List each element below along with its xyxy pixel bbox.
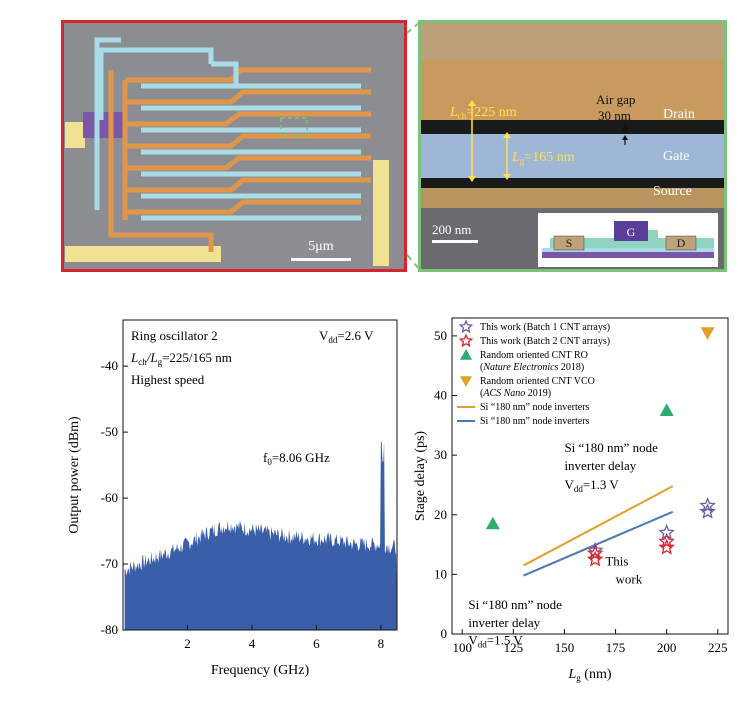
spectrum-axis-ticks: 2 4 6 8 -40 -50 -60 -70 -80	[101, 358, 384, 651]
y-tick-label: -60	[101, 490, 118, 505]
data-point-series-1	[586, 544, 604, 561]
stage-delay-chart: 100 125 150 175 200 225 0 10 20 30 40 50 This work …	[408, 312, 738, 690]
data-point-series-0	[658, 523, 675, 540]
legend-marker-0	[458, 319, 474, 334]
inset-source-label: S	[566, 236, 573, 250]
x-tick-label: 150	[555, 640, 575, 655]
x-tick-label: 6	[313, 636, 320, 651]
legend-label-0: This work (Batch 1 CNT arrays)	[480, 322, 610, 333]
si-line-1	[523, 510, 674, 577]
data-point-series-0	[699, 497, 716, 513]
annotation-peak-frequency: f0=8.06 GHz	[263, 450, 330, 467]
drain-label: Drain	[663, 107, 695, 122]
x-tick-label: 2	[184, 636, 191, 651]
annotation-lower-si-1: Si “180 nm” node	[468, 597, 562, 612]
delay-legend: This work (Batch 1 CNT arrays) This work …	[457, 319, 610, 427]
lg-label: Lg=165 nm	[511, 150, 575, 166]
y-tick-label: 20	[434, 507, 447, 522]
sem-image: 5μm	[61, 20, 407, 272]
spectrum-y-axis-label: Output power (dBm)	[67, 416, 82, 534]
source-label: Source	[653, 184, 692, 199]
legend-label-1: This work (Batch 2 CNT arrays)	[480, 336, 610, 347]
y-tick-label: 10	[434, 566, 447, 581]
legend-label-2: Random oriented CNT RO	[480, 350, 588, 361]
si-line-0	[523, 485, 674, 567]
stage-delay-chart-svg: 100 125 150 175 200 225 0 10 20 30 40 50 This work …	[413, 317, 729, 683]
x-tick-label: 8	[378, 636, 385, 651]
y-tick-label: -50	[101, 424, 118, 439]
annotation-lower-si-2: inverter delay	[468, 615, 540, 630]
spectrum-x-axis-label: Frequency (GHz)	[211, 663, 310, 678]
delay-data-points	[485, 327, 716, 567]
legend-sublabel-2: (Nature Electronics 2018)	[480, 362, 584, 373]
delay-y-axis-label: Stage delay (ps)	[413, 431, 428, 522]
x-tick-label: 125	[504, 640, 523, 655]
sem-frame	[61, 20, 407, 272]
spectrum-chart-svg: 2 4 6 8 -40 -50 -60 -70 -80 Frequency (GHz) Outp…	[67, 319, 398, 678]
spectrum-plot-frame	[122, 319, 398, 631]
legend-label-5: Si “180 nm” node inverters	[480, 416, 590, 427]
annotation-ring-oscillator: Ring oscillator 2	[131, 328, 218, 343]
x-tick-label: 4	[249, 636, 256, 651]
tem-frame	[418, 20, 727, 272]
annotation-upper-si-2: inverter delay	[564, 458, 636, 473]
annotation-this-work-1: This	[605, 553, 628, 568]
x-tick-label: 200	[657, 640, 677, 655]
x-tick-label: 175	[606, 640, 626, 655]
data-point-series-2	[485, 516, 500, 530]
annotation-upper-vdd: Vdd=1.3 V	[564, 477, 619, 494]
tem-image-panel: Lch=225 nm Lg=165 nm Air gap 30 nm Drain…	[418, 20, 727, 272]
device-structure-inset: S G D	[538, 213, 718, 267]
si-reference-lines	[523, 485, 674, 577]
air-gap-label-2: 30 nm	[598, 108, 631, 123]
annotation-highest-speed: Highest speed	[131, 372, 205, 387]
annotation-upper-si-1: Si “180 nm” node	[564, 440, 658, 455]
data-point-series-2	[659, 403, 674, 417]
delay-x-axis-label: Lg (nm)	[567, 667, 611, 683]
y-tick-label: -70	[101, 556, 118, 571]
air-gap-label-1: Air gap	[596, 92, 635, 107]
lch-label: Lch=225 nm	[449, 105, 517, 121]
legend-marker-1	[458, 333, 474, 348]
legend-sublabel-3: (ACS Nano 2019)	[480, 388, 551, 399]
legend-label-4: Si “180 nm” node inverters	[480, 402, 590, 413]
spectrum-fill	[123, 442, 397, 630]
inset-drain-label: D	[677, 236, 686, 250]
y-tick-label: 0	[441, 626, 448, 641]
data-point-series-1	[658, 532, 675, 549]
legend-marker-2	[460, 349, 472, 360]
data-point-series-1	[658, 538, 675, 555]
x-tick-label: 100	[452, 640, 472, 655]
annotation-this-work-2: work	[616, 571, 643, 586]
legend-label-3: Random oriented CNT VCO	[480, 376, 595, 387]
spectrum-chart: 2 4 6 8 -40 -50 -60 -70 -80 Frequency (GHz) Outp…	[60, 312, 405, 690]
y-tick-label: -40	[101, 358, 118, 373]
spectrum-area-group	[123, 442, 397, 630]
tem-image: Lch=225 nm Lg=165 nm Air gap 30 nm Drain…	[418, 20, 727, 272]
y-tick-label: -80	[101, 622, 118, 637]
delay-plot-frame	[451, 317, 729, 635]
y-tick-label: 40	[434, 388, 447, 403]
annotation-lower-vdd: Vdd=1.5 V	[468, 633, 523, 650]
tem-scale-bar-label: 200 nm	[432, 222, 471, 237]
legend-marker-3	[460, 376, 472, 387]
inset-gate-label: G	[627, 225, 636, 239]
gate-label: Gate	[663, 149, 689, 164]
y-tick-label: 30	[434, 447, 447, 462]
delay-axis-ticks: 100 125 150 175 200 225 0 10 20 30 40 50	[434, 328, 728, 655]
sem-scale-bar-label: 5μm	[308, 239, 334, 254]
data-point-series-1	[586, 550, 604, 567]
y-tick-label: 50	[434, 328, 447, 343]
data-point-series-3	[700, 327, 715, 340]
annotation-vdd: Vdd=2.6 V	[319, 328, 374, 345]
x-tick-label: 225	[708, 640, 728, 655]
data-point-series-0	[699, 503, 716, 519]
sem-image-panel: 5μm	[61, 20, 407, 272]
annotation-lch-lg: Lch/Lg=225/165 nm	[130, 350, 232, 367]
